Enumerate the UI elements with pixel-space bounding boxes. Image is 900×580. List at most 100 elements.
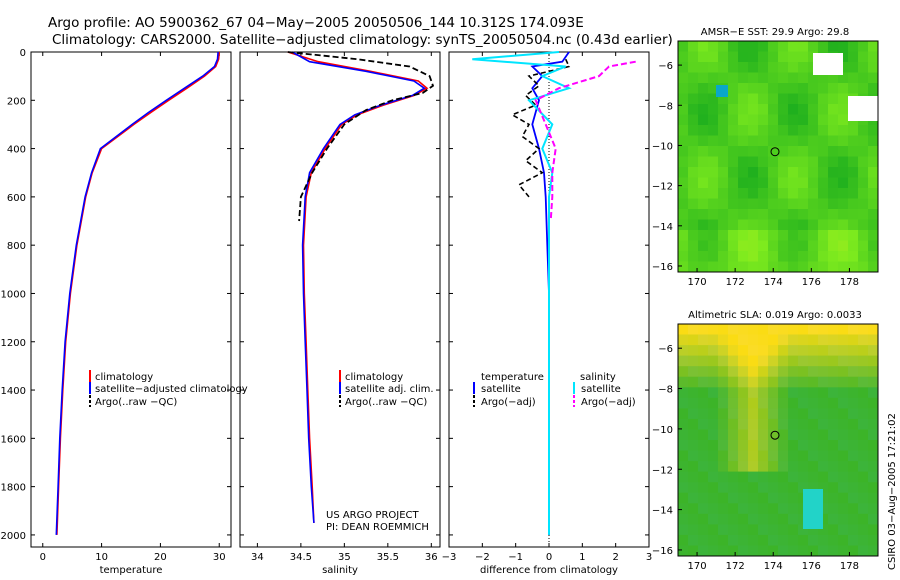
map-cell — [858, 418, 869, 430]
map-cell — [768, 72, 779, 84]
map-cell — [838, 72, 849, 84]
map-cell — [748, 545, 759, 557]
map-cell — [698, 429, 709, 441]
map-cell — [688, 397, 699, 409]
map-cell — [698, 177, 709, 189]
map-cell — [788, 334, 799, 346]
map-cell — [868, 429, 879, 441]
map-cell — [738, 492, 749, 504]
map-cell — [868, 324, 879, 335]
map-cell — [698, 503, 709, 515]
map-cell — [868, 492, 879, 504]
map-cell — [788, 135, 799, 147]
map-cell — [838, 135, 849, 147]
map-cell — [788, 219, 799, 231]
map-cell — [798, 251, 809, 262]
map-cell — [838, 366, 849, 378]
map-cell — [828, 482, 839, 494]
map-cell — [798, 230, 809, 241]
map-y-tick-label: −16 — [652, 262, 673, 273]
map-cell — [868, 450, 879, 462]
map-cell — [718, 177, 729, 189]
map-cell — [858, 513, 869, 525]
map-cell — [768, 513, 779, 525]
map-cell — [678, 261, 689, 273]
map-cell — [678, 387, 689, 399]
map-cell — [838, 177, 849, 189]
map-cell — [708, 461, 719, 473]
map-y-tick-label: −14 — [652, 506, 673, 517]
map-cell — [688, 230, 699, 241]
map-cell — [738, 440, 749, 451]
map-cell — [688, 524, 699, 536]
map-cell — [808, 104, 819, 115]
map-cell — [738, 387, 749, 399]
map-cell — [808, 366, 819, 378]
map-cell — [838, 524, 849, 536]
map-cell — [778, 219, 789, 231]
map-cell — [858, 209, 869, 220]
map-cell — [768, 492, 779, 504]
map-cell — [778, 72, 789, 84]
map-cell — [848, 83, 859, 94]
map-cell — [698, 440, 709, 451]
map-cell — [748, 230, 759, 241]
map-cell — [818, 418, 829, 430]
map-cell — [818, 167, 829, 178]
map-cell — [778, 41, 789, 52]
map-cell — [828, 461, 839, 473]
map-cell — [788, 62, 799, 73]
map-cell — [778, 125, 789, 136]
map-cell — [858, 450, 869, 462]
map-cell — [708, 429, 719, 441]
map-cell — [678, 230, 689, 241]
map-cell — [848, 429, 859, 441]
map-cell — [868, 188, 879, 199]
map-cell — [858, 397, 869, 409]
map-cell — [738, 355, 749, 367]
map-cell — [798, 366, 809, 378]
map-cell — [688, 471, 699, 483]
map-cell — [858, 376, 869, 388]
map-cell — [778, 62, 789, 73]
map-cell — [688, 146, 699, 157]
map-cell — [678, 376, 689, 388]
map-cell — [818, 41, 829, 52]
map-cell — [698, 345, 709, 357]
map-cell — [678, 450, 689, 462]
map-cell — [818, 114, 829, 126]
map-cell — [758, 41, 769, 52]
map-cell — [728, 167, 739, 178]
map-cell — [678, 114, 689, 126]
diff-sal-satellite-line — [472, 51, 572, 535]
map-cell — [848, 261, 859, 273]
map-cell — [818, 387, 829, 399]
map-cell — [698, 51, 709, 63]
map-y-tick-label: −8 — [658, 101, 673, 112]
x-tick-label: 30 — [213, 552, 226, 563]
map-cell — [698, 471, 709, 483]
y-tick-label: 1800 — [1, 483, 26, 494]
map-cell — [748, 461, 759, 473]
map-cell — [838, 125, 849, 136]
map-cell — [738, 114, 749, 126]
map-cell — [708, 482, 719, 494]
map-cell — [788, 440, 799, 451]
map-cell — [698, 355, 709, 367]
map-cell — [798, 167, 809, 178]
map-cell — [678, 408, 689, 420]
map-cell — [848, 450, 859, 462]
map-cell — [808, 324, 819, 335]
map-cell — [838, 397, 849, 409]
map-cell — [798, 461, 809, 473]
map-cell — [758, 450, 769, 462]
x-tick-label: 1 — [579, 552, 585, 563]
map-cell — [758, 156, 769, 168]
header-line-1: Argo profile: AO 5900362_67 04−May−2005 … — [48, 15, 584, 31]
map-cell — [828, 219, 839, 231]
map-cell — [768, 345, 779, 357]
diff-legend-temperature-title: temperature — [481, 372, 544, 383]
map-cell — [798, 387, 809, 399]
map-cell — [838, 545, 849, 557]
map-cell — [718, 545, 729, 557]
